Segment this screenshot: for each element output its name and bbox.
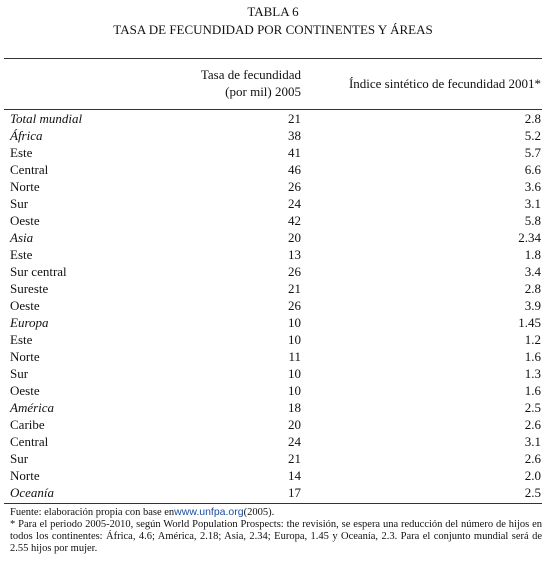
cell-rate: 24 — [288, 196, 301, 211]
column-header: Tasa de fecundidad — [200, 67, 301, 82]
cell-index: 6.6 — [524, 162, 541, 177]
row-label: Este — [10, 247, 33, 262]
cell-rate: 14 — [288, 468, 301, 483]
row-label: Central — [10, 434, 49, 449]
row-label: Sureste — [10, 281, 49, 296]
cell-index: 2.34 — [518, 230, 541, 245]
source-text: Fuente: elaboración propia con base en — [10, 507, 175, 518]
column-header: (por mil) 2005 — [225, 84, 301, 99]
row-label: Total mundial — [10, 111, 83, 126]
cell-index: 3.6 — [524, 179, 541, 194]
note: * Para el periodo 2005-2010, según World… — [10, 519, 542, 554]
row-label: Oceanía — [10, 485, 55, 500]
cell-index: 1.6 — [524, 349, 541, 364]
footer: Fuente: elaboración propia con base enww… — [10, 506, 542, 555]
cell-rate: 17 — [288, 485, 301, 500]
subtitle: TASA DE FECUNDIDAD POR CONTINENTES Y ÁRE… — [113, 22, 433, 37]
source-link[interactable]: www.unfpa.org — [174, 506, 244, 518]
cell-rate: 10 — [288, 315, 301, 330]
cell-rate: 26 — [288, 179, 301, 194]
cell-rate: 41 — [288, 145, 301, 160]
row-label: Oeste — [10, 383, 40, 398]
row-label: Sur central — [10, 264, 67, 279]
cell-index: 1.8 — [524, 247, 541, 262]
row-label: Oeste — [10, 298, 40, 313]
row-label: Sur — [10, 451, 29, 466]
cell-rate: 46 — [288, 162, 301, 177]
cell-rate: 20 — [288, 417, 301, 432]
cell-index: 2.6 — [524, 451, 541, 466]
cell-index: 2.8 — [524, 281, 541, 296]
cell-index: 2.6 — [524, 417, 541, 432]
cell-rate: 11 — [288, 349, 301, 364]
source: Fuente: elaboración propia con base enww… — [10, 506, 542, 519]
cell-rate: 10 — [288, 332, 301, 347]
cell-rate: 21 — [288, 111, 301, 126]
cell-index: 3.4 — [524, 264, 541, 279]
cell-rate: 21 — [288, 281, 301, 296]
row-label: Asia — [10, 230, 34, 245]
cell-rate: 13 — [288, 247, 301, 262]
cell-index: 3.1 — [524, 196, 541, 211]
cell-rate: 10 — [288, 366, 301, 381]
header-rule — [4, 109, 542, 110]
cell-index: 1.6 — [524, 383, 541, 398]
cell-index: 5.2 — [524, 128, 541, 143]
cell-rate: 26 — [288, 298, 301, 313]
column-header: Índice sintético de fecundidad 2001* — [348, 76, 541, 91]
cell-index: 1.45 — [518, 315, 541, 330]
cell-rate: 42 — [288, 213, 301, 228]
bottom-rule — [4, 503, 542, 504]
row-label: Oeste — [10, 213, 40, 228]
cell-index: 3.9 — [524, 298, 541, 313]
cell-rate: 38 — [288, 128, 301, 143]
source-end: (2005). — [243, 507, 275, 518]
cell-index: 2.5 — [524, 485, 541, 500]
row-label: Sur — [10, 196, 29, 211]
row-label: África — [10, 128, 43, 143]
cell-index: 3.1 — [524, 434, 541, 449]
cell-index: 2.8 — [524, 111, 541, 126]
cell-rate: 26 — [288, 264, 301, 279]
row-label: Central — [10, 162, 49, 177]
row-label: Norte — [10, 468, 40, 483]
row-label: Este — [10, 332, 33, 347]
row-label: América — [10, 400, 55, 415]
cell-index: 5.8 — [524, 213, 541, 228]
row-label: Norte — [10, 349, 40, 364]
row-label: Norte — [10, 179, 40, 194]
cell-rate: 21 — [288, 451, 301, 466]
cell-index: 2.0 — [524, 468, 541, 483]
row-label: Este — [10, 145, 33, 160]
row-label: Europa — [10, 315, 49, 330]
top-rule — [4, 58, 542, 59]
cell-rate: 10 — [288, 383, 301, 398]
row-label: Sur — [10, 366, 29, 381]
cell-index: 1.3 — [524, 366, 541, 381]
cell-index: 1.2 — [524, 332, 541, 347]
cell-rate: 18 — [288, 400, 301, 415]
cell-index: 2.5 — [524, 400, 541, 415]
row-label: Caribe — [10, 417, 45, 432]
cell-index: 5.7 — [524, 145, 541, 160]
title: TABLA 6 — [247, 4, 299, 19]
cell-rate: 20 — [288, 230, 301, 245]
cell-rate: 24 — [288, 434, 301, 449]
